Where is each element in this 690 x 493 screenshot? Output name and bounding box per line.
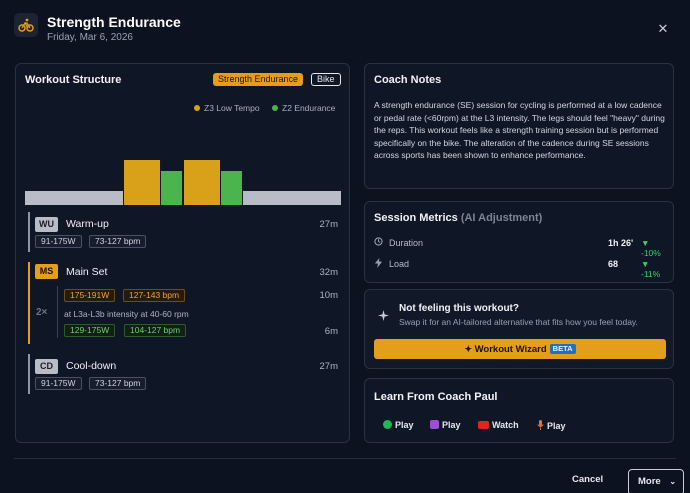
mainset-name: Main Set: [66, 266, 108, 278]
load-delta: ▼ -11%: [641, 259, 661, 279]
youtube-watch-link[interactable]: Watch: [478, 420, 519, 430]
wizard-title: Not feeling this workout?: [399, 303, 519, 314]
cooldown-line: [28, 354, 30, 394]
step1-power: 175-191W: [64, 289, 116, 302]
legend-dot-z2: [272, 105, 278, 111]
warmup-hr: 73-127 bpm: [89, 235, 147, 248]
step1-hr: 127-143 bpm: [123, 289, 186, 302]
spotify-icon: [383, 420, 392, 429]
microphone-play-link[interactable]: Play: [537, 420, 566, 432]
wand-icon: ✦: [464, 344, 472, 354]
metric-duration: Duration 1h 26' ▼ -10%: [374, 237, 664, 258]
step2-power: 129-175W: [64, 324, 116, 337]
chart-bar-3: [161, 171, 182, 205]
step1-duration: 10m: [319, 290, 338, 301]
close-icon[interactable]: ✕: [657, 21, 669, 36]
sparkle-icon: [378, 308, 389, 326]
session-metrics-subtitle: (AI Adjustment): [460, 212, 543, 224]
sport-tag: Bike: [311, 73, 341, 86]
workout-wizard-button[interactable]: ✦ Workout Wizard BETA: [374, 339, 666, 359]
workout-structure-title: Workout Structure: [25, 74, 122, 86]
mainset-badge: MS: [35, 264, 58, 279]
bolt-icon: [374, 258, 384, 270]
podcast-icon: [430, 420, 439, 429]
more-button[interactable]: More ⌄: [628, 469, 684, 493]
footer-divider: [14, 458, 676, 459]
mainset-duration: 32m: [319, 267, 338, 278]
warmup-line: [28, 212, 30, 252]
microphone-icon: [537, 420, 544, 432]
workout-structure-card: Workout Structure Strength Endurance Bik…: [15, 63, 350, 443]
cooldown-badge: CD: [35, 359, 58, 374]
chart-bar-1: [25, 191, 123, 205]
cooldown-hr: 73-127 bpm: [89, 377, 147, 390]
chart-bar-4: [184, 160, 220, 205]
bike-icon: [14, 13, 38, 37]
repeat-bracket: [57, 286, 58, 338]
cancel-button[interactable]: Cancel: [572, 474, 604, 485]
page-title: Strength Endurance: [47, 14, 181, 30]
legend-dot-z3: [194, 105, 200, 111]
beta-badge: BETA: [549, 344, 576, 354]
workout-type-tag: Strength Endurance: [213, 73, 304, 86]
coach-notes-title: Coach Notes: [374, 74, 442, 86]
learn-title: Learn From Coach Paul: [374, 391, 498, 403]
step1-note: at L3a-L3b intensity at 40-60 rpm: [64, 309, 189, 319]
learn-card: Learn From Coach Paul Play Play Watch Pl…: [364, 378, 674, 443]
warmup-duration: 27m: [319, 219, 338, 230]
duration-delta: ▼ -10%: [641, 238, 661, 258]
warmup-badge: WU: [35, 217, 58, 232]
workout-date: Friday, Mar 6, 2026: [47, 32, 133, 43]
coach-notes-card: Coach Notes A strength endurance (SE) se…: [364, 63, 674, 189]
cooldown-name: Cool-down: [66, 360, 117, 372]
legend-item-z2: Z2 Endurance: [272, 103, 335, 113]
chart-bar-5: [221, 171, 242, 205]
cooldown-power: 91-175W: [35, 377, 82, 390]
metric-load: Load 68 ▼ -11%: [374, 258, 664, 279]
repeat-count: 2×: [36, 307, 48, 318]
chart-bar-6: [243, 191, 341, 205]
podcast-play-link[interactable]: Play: [430, 420, 461, 430]
modal-header: Strength Endurance Friday, Mar 6, 2026 ✕: [14, 10, 676, 50]
clock-icon: [374, 237, 384, 249]
youtube-icon: [478, 421, 489, 429]
session-metrics-card: Session Metrics (AI Adjustment) Duration…: [364, 201, 674, 283]
workout-wizard-card: Not feeling this workout? Swap it for an…: [364, 289, 674, 369]
step2-hr: 104-127 bpm: [124, 324, 187, 337]
spotify-play-link[interactable]: Play: [383, 420, 414, 430]
legend-item-z3: Z3 Low Tempo: [194, 103, 260, 113]
warmup-power: 91-175W: [35, 235, 82, 248]
mainset-line: [28, 262, 30, 344]
session-metrics-title: Session Metrics (AI Adjustment): [374, 212, 543, 224]
cooldown-duration: 27m: [319, 361, 338, 372]
chart-bar-2: [124, 160, 160, 205]
step2-duration: 6m: [324, 326, 338, 337]
wizard-subtitle: Swap it for an AI-tailored alternative t…: [399, 317, 638, 327]
warmup-name: Warm-up: [66, 218, 109, 230]
chevron-down-icon: ⌄: [669, 477, 677, 486]
coach-notes-text: A strength endurance (SE) session for cy…: [374, 100, 665, 160]
